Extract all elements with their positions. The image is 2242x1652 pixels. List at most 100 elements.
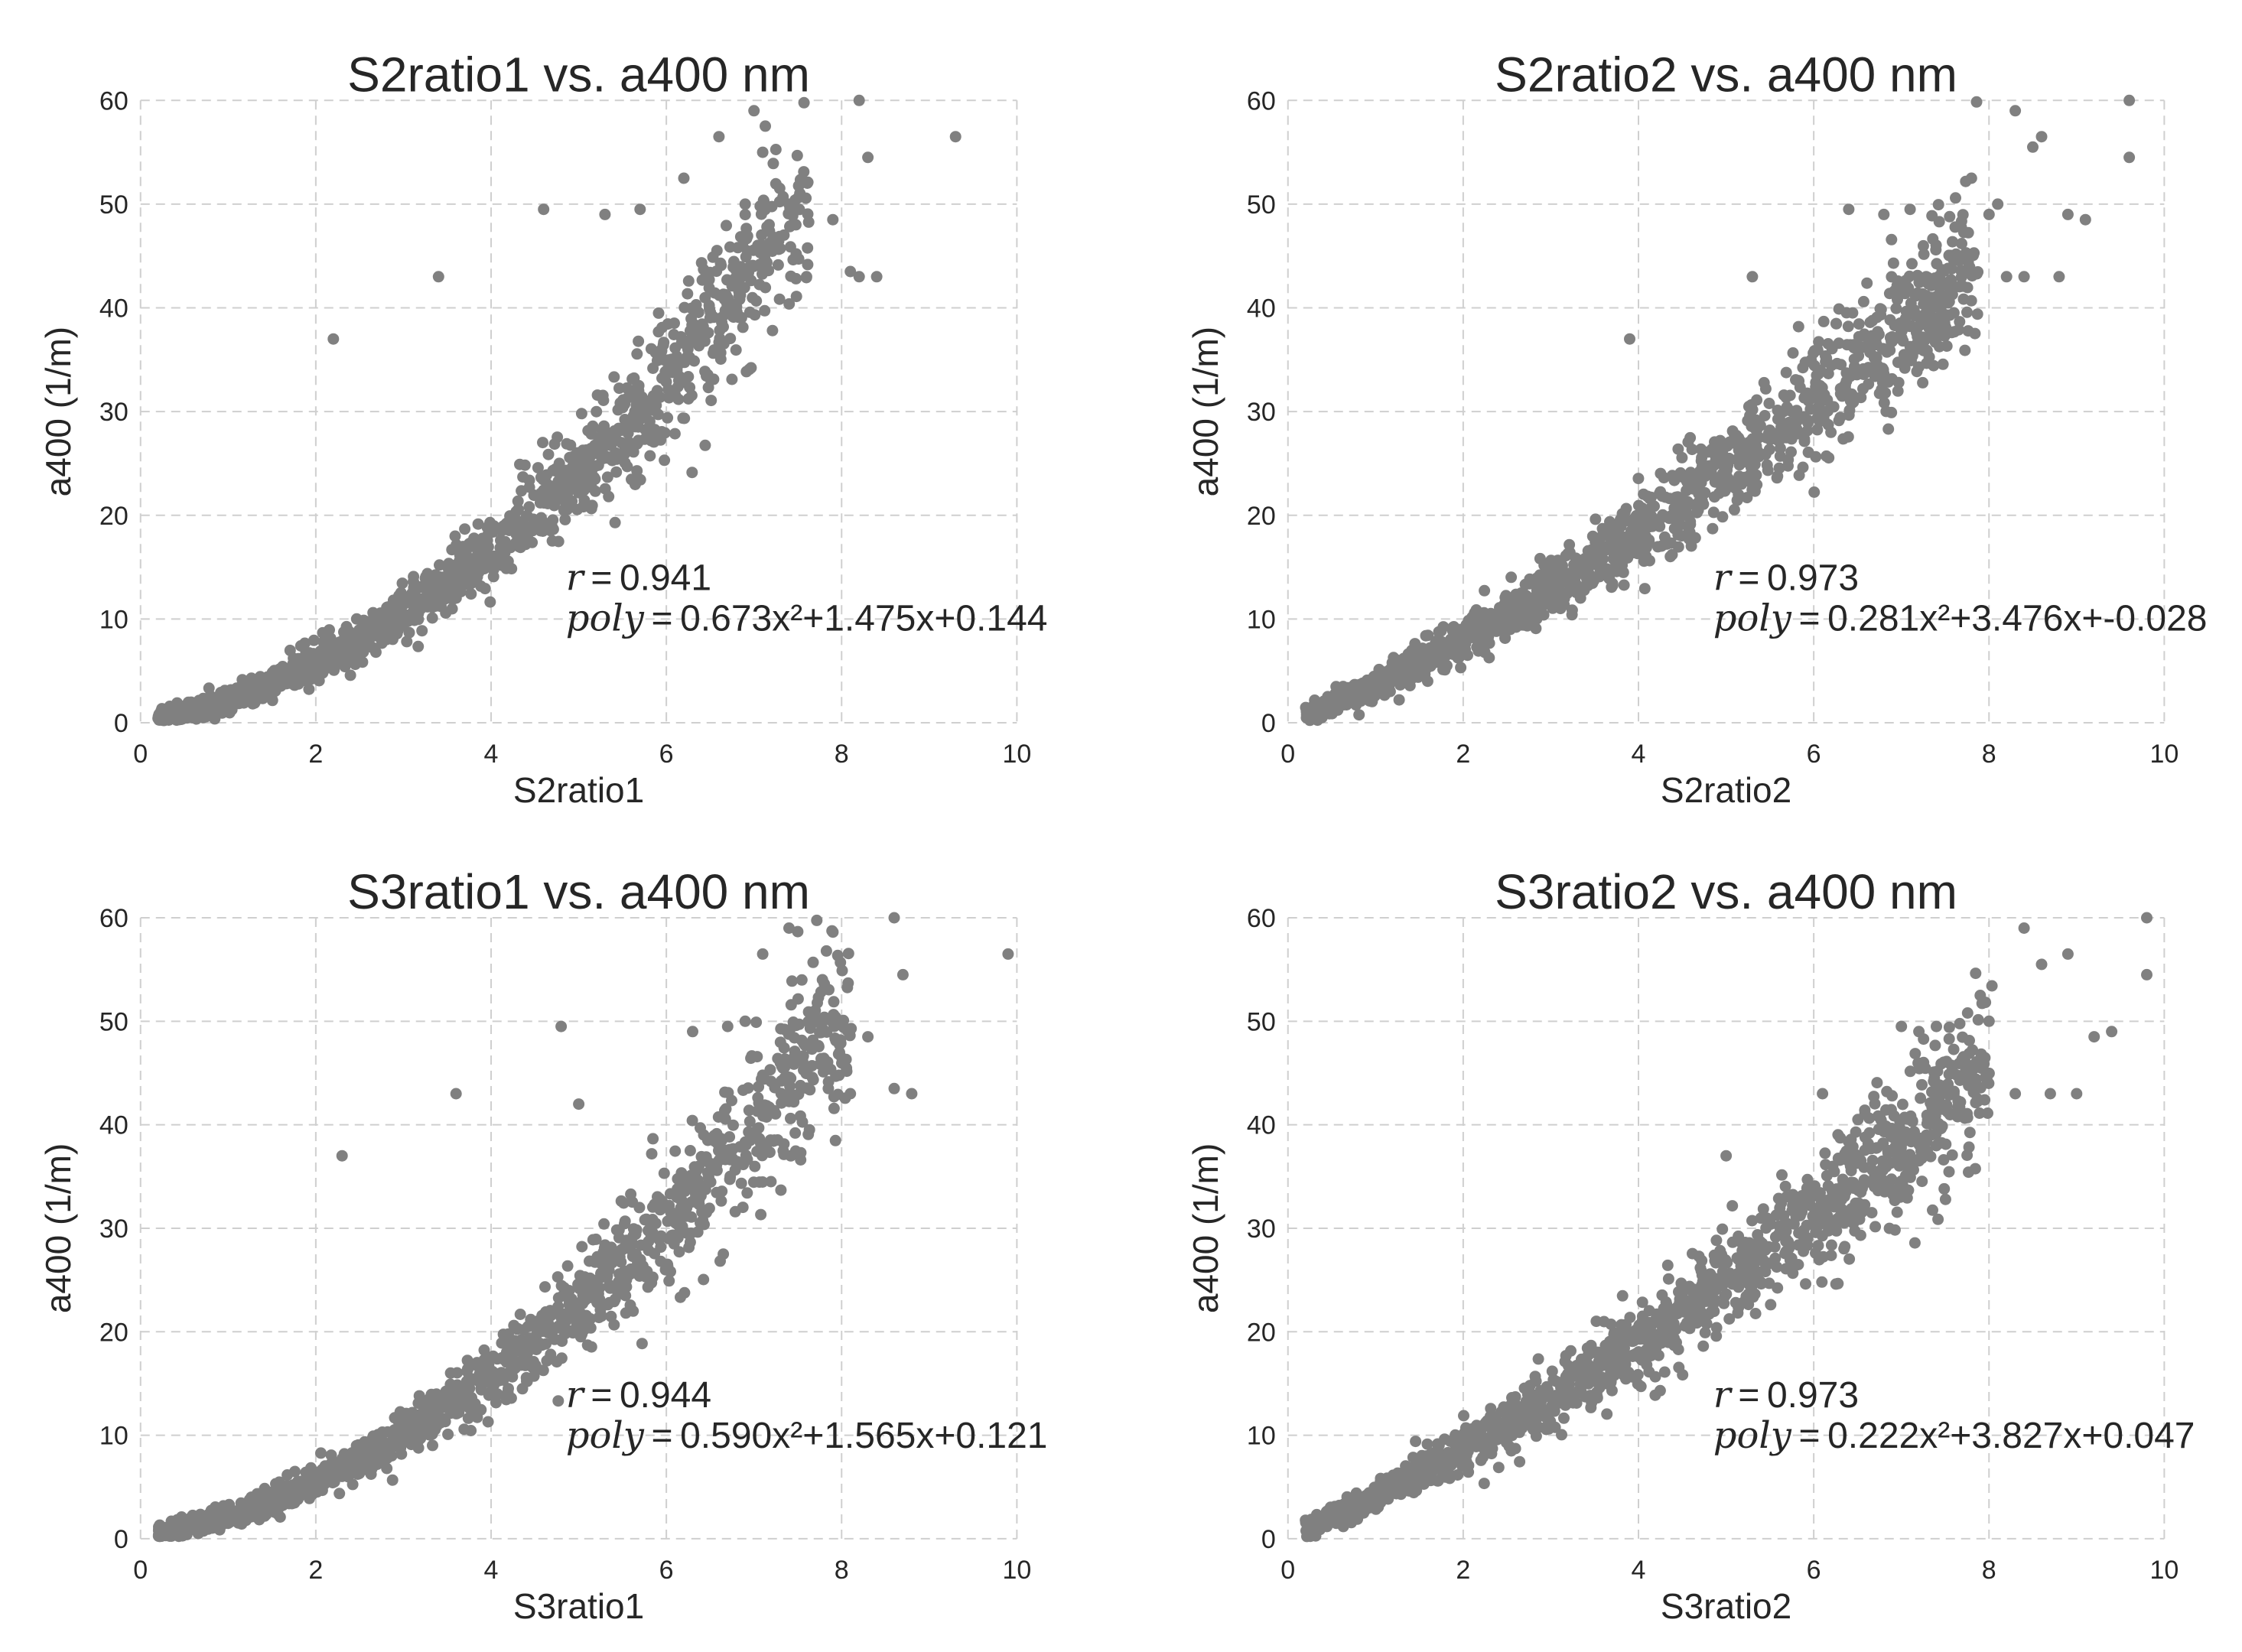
data-point <box>236 686 249 698</box>
data-point <box>1648 500 1660 512</box>
data-point <box>2053 271 2065 283</box>
data-point <box>548 438 561 450</box>
data-point <box>549 463 561 475</box>
data-point <box>442 582 454 594</box>
data-point <box>426 612 438 624</box>
x-tick-label: 4 <box>1632 740 1646 769</box>
y-tick-label: 0 <box>114 709 129 738</box>
r-equals: = <box>584 1375 620 1416</box>
data-point <box>2018 271 2030 283</box>
data-point <box>249 1492 262 1504</box>
data-point <box>1435 625 1447 637</box>
data-point <box>1707 522 1719 535</box>
data-point <box>1655 467 1667 480</box>
data-point <box>1590 513 1602 525</box>
data-point <box>818 977 831 990</box>
data-point <box>1848 353 1860 366</box>
data-point <box>1353 709 1365 721</box>
data-point <box>1790 374 1801 386</box>
data-point <box>1970 96 1983 108</box>
data-point <box>408 1432 420 1445</box>
r-annotation: r = 0.941 <box>566 556 711 599</box>
data-point <box>1800 1278 1811 1290</box>
data-point <box>367 606 379 619</box>
data-point <box>786 1056 798 1068</box>
x-tick-label: 2 <box>1456 740 1470 769</box>
scatter-points <box>1300 94 2136 727</box>
data-point <box>1447 621 1459 633</box>
data-point <box>1837 381 1850 393</box>
data-point <box>610 434 623 447</box>
data-point <box>1757 1203 1769 1215</box>
data-point <box>532 462 544 474</box>
data-point <box>453 1386 465 1398</box>
data-point <box>1515 619 1528 631</box>
data-point <box>380 633 392 646</box>
data-point <box>1565 1345 1577 1357</box>
data-point <box>541 1354 553 1367</box>
data-point <box>1551 569 1563 581</box>
data-point <box>438 1392 451 1404</box>
data-point <box>1905 355 1917 366</box>
data-point <box>576 1294 588 1306</box>
data-point <box>713 1154 725 1166</box>
data-point <box>1802 415 1814 427</box>
data-point <box>1899 278 1912 291</box>
data-point <box>2123 151 2136 164</box>
data-point <box>1797 362 1809 374</box>
data-point <box>790 291 802 303</box>
data-point <box>766 200 778 213</box>
data-point <box>705 374 718 385</box>
data-point <box>1866 1207 1878 1219</box>
data-point <box>1742 415 1754 427</box>
data-point <box>1932 199 1944 211</box>
data-point <box>424 1404 436 1416</box>
data-point <box>1954 316 1966 328</box>
data-point <box>713 1144 724 1156</box>
data-point <box>626 1196 639 1208</box>
data-point <box>1876 385 1888 398</box>
data-point <box>537 1364 549 1377</box>
data-point <box>542 1317 555 1329</box>
data-point <box>227 699 239 711</box>
data-point <box>573 1098 585 1111</box>
data-point <box>354 1459 366 1471</box>
data-point <box>574 474 586 486</box>
data-point <box>743 1126 755 1138</box>
data-point <box>1944 210 1956 223</box>
data-point <box>1620 502 1632 515</box>
data-point <box>643 415 656 428</box>
data-point <box>798 96 810 109</box>
data-point <box>949 131 962 143</box>
data-point <box>560 464 572 476</box>
data-point <box>1553 578 1565 590</box>
data-point <box>1943 1032 1955 1045</box>
data-point <box>755 1208 767 1221</box>
data-point <box>633 1270 646 1282</box>
data-point <box>1607 546 1619 558</box>
data-point <box>783 198 795 210</box>
data-point <box>632 1257 644 1269</box>
data-point <box>836 964 848 977</box>
data-point <box>344 669 356 681</box>
data-point <box>528 1370 540 1382</box>
data-point <box>288 679 301 691</box>
data-point <box>789 1032 801 1044</box>
data-point <box>766 324 779 337</box>
data-point <box>516 485 528 497</box>
data-point <box>536 1309 548 1322</box>
data-point <box>465 588 477 600</box>
data-point <box>376 1426 389 1438</box>
data-point <box>1857 382 1869 395</box>
data-point <box>599 208 611 220</box>
data-point <box>828 996 840 1008</box>
data-point <box>1947 236 1958 248</box>
data-point <box>663 392 675 404</box>
data-point <box>512 495 524 507</box>
data-point <box>1843 1253 1856 1265</box>
x-tick-label: 0 <box>1280 1556 1295 1585</box>
data-point <box>715 1195 727 1207</box>
poly-annotation: poly = 0.673x²+1.475x+0.144 <box>566 597 1048 639</box>
data-point <box>587 1234 599 1246</box>
